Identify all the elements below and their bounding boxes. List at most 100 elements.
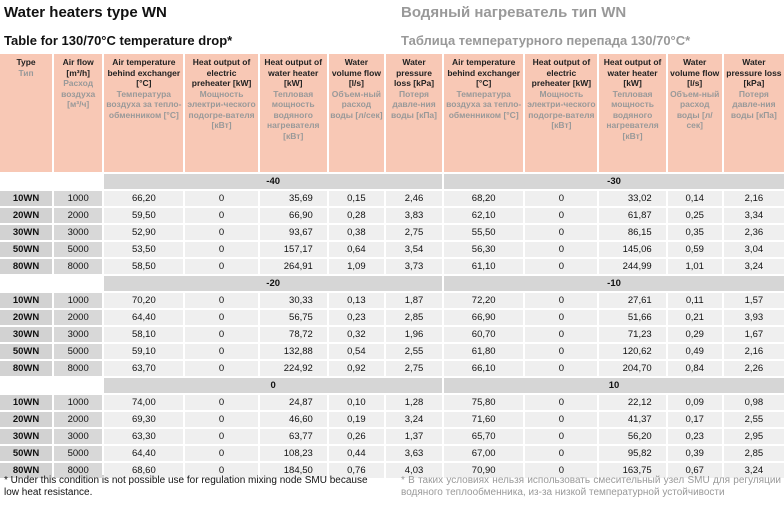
value-cell: 145,06 <box>599 242 666 257</box>
value-cell: 2,36 <box>723 225 784 240</box>
value-cell: 2,46 <box>385 191 443 206</box>
value-cell: 0 <box>185 395 258 410</box>
value-cell: 95,82 <box>599 446 666 461</box>
column-header: Air temperature behind exchanger [°C] Тем… <box>444 54 524 172</box>
value-cell: 61,80 <box>444 344 524 359</box>
value-cell: 0 <box>525 395 598 410</box>
value-cell: 35,69 <box>259 191 327 206</box>
value-cell: 0,35 <box>667 225 722 240</box>
value-cell: 0,15 <box>328 191 384 206</box>
value-cell: 0,10 <box>328 395 384 410</box>
value-cell: 72,20 <box>444 293 524 308</box>
value-cell: 0 <box>525 310 598 325</box>
type-cell: 80WN <box>0 361 53 376</box>
value-cell: 0 <box>185 429 258 444</box>
value-cell: 0 <box>185 310 258 325</box>
value-cell: 0,84 <box>667 361 722 376</box>
value-cell: 2,16 <box>723 344 784 359</box>
type-cell: 30WN <box>0 327 53 342</box>
value-cell: 3,73 <box>385 259 443 274</box>
column-header: Air flow [m³/h] Расход воздуха [м³/ч] <box>54 54 103 172</box>
value-cell: 51,66 <box>599 310 666 325</box>
table-row: 10WN 1000 70,20 0 30,33 0,13 1,87 72,20 0 27,61 0,… <box>0 293 784 308</box>
value-cell: 0 <box>525 242 598 257</box>
blank-cell <box>0 276 103 291</box>
value-cell: 2,55 <box>385 344 443 359</box>
header-ru: Температура воздуха за тепло-обменником … <box>106 88 182 120</box>
value-cell: 2,26 <box>723 361 784 376</box>
airflow-cell: 2000 <box>54 310 103 325</box>
value-cell: 58,10 <box>104 327 184 342</box>
value-cell: 71,23 <box>599 327 666 342</box>
airflow-cell: 5000 <box>54 344 103 359</box>
value-cell: 0 <box>525 446 598 461</box>
value-cell: 1,67 <box>723 327 784 342</box>
type-cell: 80WN <box>0 259 53 274</box>
value-cell: 0,39 <box>667 446 722 461</box>
value-cell: 24,87 <box>259 395 327 410</box>
value-cell: 46,60 <box>259 412 327 427</box>
table-row: 10WN 1000 74,00 0 24,87 0,10 1,28 75,80 0 22,12 0,… <box>0 395 784 410</box>
value-cell: 0 <box>185 293 258 308</box>
header-en: Air flow [m³/h] <box>62 57 94 78</box>
value-cell: 0 <box>185 412 258 427</box>
value-cell: 0,23 <box>667 429 722 444</box>
column-header: Type Тип <box>0 54 53 172</box>
table-row: 20WN 2000 69,30 0 46,60 0,19 3,24 71,60 0 41,37 0,… <box>0 412 784 427</box>
value-cell: 64,40 <box>104 446 184 461</box>
header-ru: Температура воздуха за тепло-обменником … <box>446 88 522 120</box>
value-cell: 0,11 <box>667 293 722 308</box>
value-cell: 0 <box>525 208 598 223</box>
value-cell: 86,15 <box>599 225 666 240</box>
value-cell: 0,14 <box>667 191 722 206</box>
value-cell: 0 <box>185 242 258 257</box>
value-cell: 0,26 <box>328 429 384 444</box>
table-row: 80WN 8000 58,50 0 264,91 1,09 3,73 61,10 0 244,99… <box>0 259 784 274</box>
airflow-cell: 8000 <box>54 463 103 478</box>
value-cell: 0,67 <box>667 463 722 478</box>
type-cell: 50WN <box>0 344 53 359</box>
value-cell: 0 <box>525 225 598 240</box>
value-cell: 64,40 <box>104 310 184 325</box>
value-cell: 66,10 <box>444 361 524 376</box>
value-cell: 2,75 <box>385 225 443 240</box>
header-en: Water pressure loss [kPa] <box>726 57 782 88</box>
value-cell: 0,54 <box>328 344 384 359</box>
header-en: Type <box>16 57 36 67</box>
value-cell: 0,25 <box>667 208 722 223</box>
value-cell: 2,85 <box>385 310 443 325</box>
value-cell: 63,70 <box>104 361 184 376</box>
value-cell: 0 <box>525 293 598 308</box>
airflow-cell: 2000 <box>54 412 103 427</box>
value-cell: 163,75 <box>599 463 666 478</box>
value-cell: 3,04 <box>723 242 784 257</box>
value-cell: 74,00 <box>104 395 184 410</box>
type-cell: 10WN <box>0 293 53 308</box>
value-cell: 69,30 <box>104 412 184 427</box>
value-cell: 70,90 <box>444 463 524 478</box>
header-ru: Тип <box>18 67 34 78</box>
header-en: Water volume flow [l/s] <box>670 57 720 88</box>
value-cell: 1,87 <box>385 293 443 308</box>
value-cell: 0,64 <box>328 242 384 257</box>
value-cell: 63,30 <box>104 429 184 444</box>
value-cell: 224,92 <box>259 361 327 376</box>
type-cell: 20WN <box>0 412 53 427</box>
value-cell: 93,67 <box>259 225 327 240</box>
header-ru: Расход воздуха [м³/ч] <box>61 78 96 109</box>
value-cell: 2,85 <box>723 446 784 461</box>
value-cell: 3,34 <box>723 208 784 223</box>
type-cell: 80WN <box>0 463 53 478</box>
value-cell: 0,32 <box>328 327 384 342</box>
header-ru: Тепловая мощность водяного нагревателя [… <box>267 88 320 141</box>
header-ru: Мощность электри-ческого подогре-вателя … <box>527 88 596 131</box>
column-header: Water pressure loss [kPa] Потеря давле-ни… <box>385 54 443 172</box>
column-header: Heat output of electric preheater [kW] Мо… <box>185 54 258 172</box>
value-cell: 0 <box>185 463 258 478</box>
value-cell: 0,28 <box>328 208 384 223</box>
airflow-cell: 8000 <box>54 361 103 376</box>
value-cell: 120,62 <box>599 344 666 359</box>
value-cell: 0,98 <box>723 395 784 410</box>
value-cell: 3,24 <box>385 412 443 427</box>
value-cell: 0 <box>525 191 598 206</box>
